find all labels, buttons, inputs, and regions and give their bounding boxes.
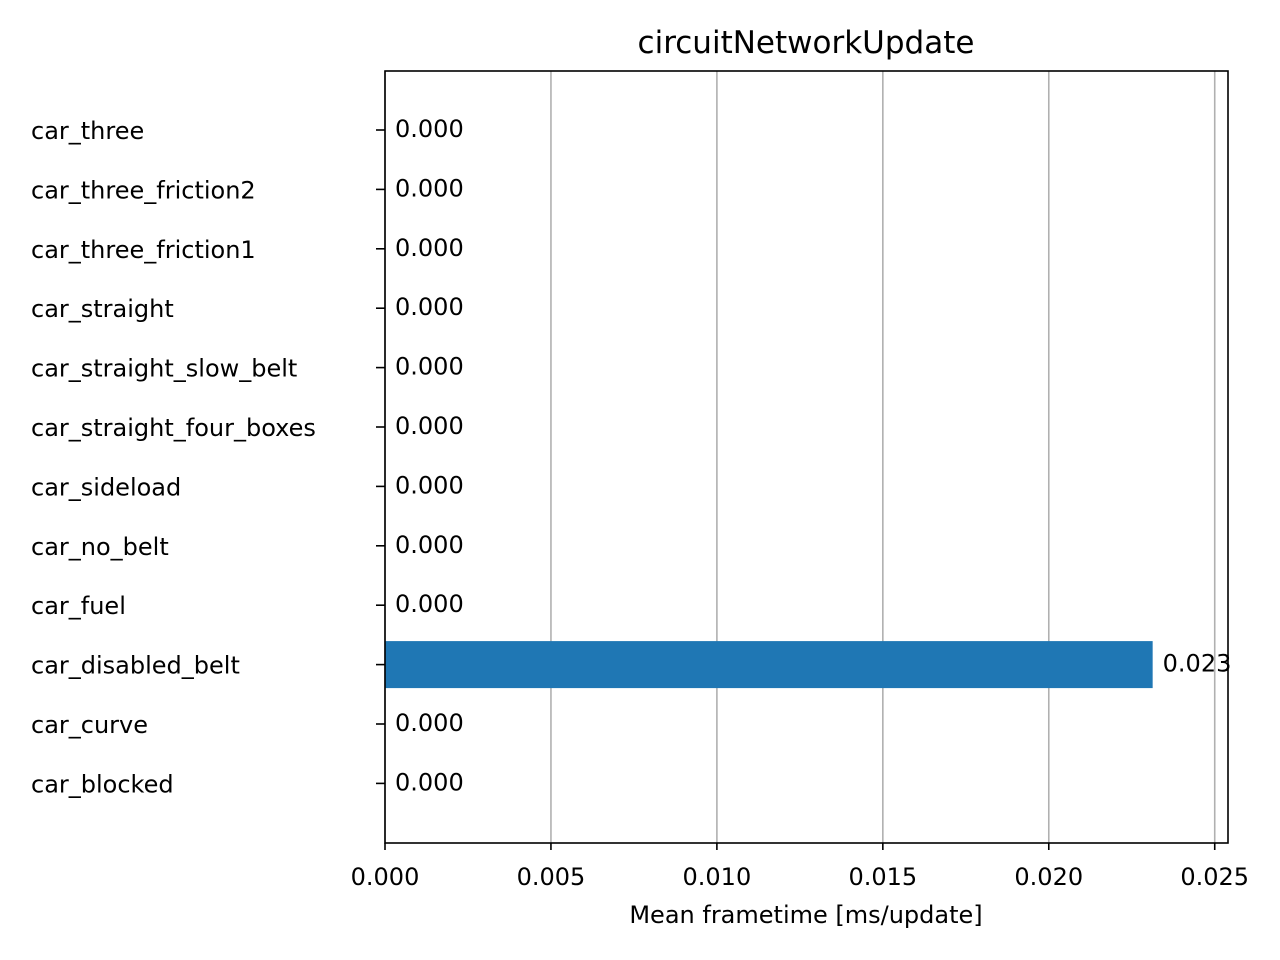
bar-value-label: 0.000: [395, 768, 464, 796]
x-axis-label: Mean frametime [ms/update]: [629, 901, 982, 929]
y-tick-label: car_no_belt: [31, 533, 169, 561]
bar-value-label: 0.000: [395, 590, 464, 618]
y-tick-label: car_three: [31, 117, 144, 145]
x-tick-label: 0.015: [848, 863, 917, 891]
bar-value-label: 0.000: [395, 531, 464, 559]
y-tick-label: car_curve: [31, 711, 148, 739]
y-tick-label: car_straight_four_boxes: [31, 414, 316, 442]
bar: [385, 641, 1153, 689]
bar-value-label: 0.000: [395, 353, 464, 381]
y-tick-label: car_sideload: [31, 473, 181, 501]
y-tick-label: car_straight_slow_belt: [31, 355, 297, 383]
value-labels: 0.000 0.000 0.000 0.000 0.000 0.000 0.000 0.000…: [395, 115, 1231, 796]
grid-layer: [384, 71, 1216, 843]
bar-value-label: 0.023: [1163, 650, 1232, 678]
plot-frame: [384, 70, 1229, 844]
bar-value-label: 0.000: [395, 174, 464, 202]
y-tick-label: car_three_friction2: [31, 176, 256, 204]
bar-value-label: 0.000: [395, 471, 464, 499]
bar-value-label: 0.000: [395, 412, 464, 440]
x-tick-label: 0.025: [1180, 863, 1249, 891]
y-tick-label: car_straight: [31, 295, 174, 323]
y-tick-label: car_disabled_belt: [31, 652, 240, 680]
bar-value-label: 0.000: [395, 115, 464, 143]
x-tick-label: 0.010: [683, 863, 752, 891]
y-axis: car_three car_three_friction2 car_three_fr…: [31, 117, 385, 798]
y-tick-label: car_blocked: [31, 770, 174, 798]
y-tick-label: car_three_friction1: [31, 236, 256, 264]
bar-value-label: 0.000: [395, 234, 464, 262]
bar-layer: [385, 641, 1153, 689]
x-tick-label: 0.005: [517, 863, 586, 891]
bar-value-label: 0.000: [395, 293, 464, 321]
y-tick-label: car_fuel: [31, 592, 126, 620]
x-tick-label: 0.020: [1014, 863, 1083, 891]
x-axis: 0.000 0.005 0.010 0.015 0.020 0.025: [351, 843, 1249, 891]
x-tick-label: 0.000: [351, 863, 420, 891]
bar-value-label: 0.000: [395, 709, 464, 737]
chart-title: circuitNetworkUpdate: [638, 25, 975, 61]
